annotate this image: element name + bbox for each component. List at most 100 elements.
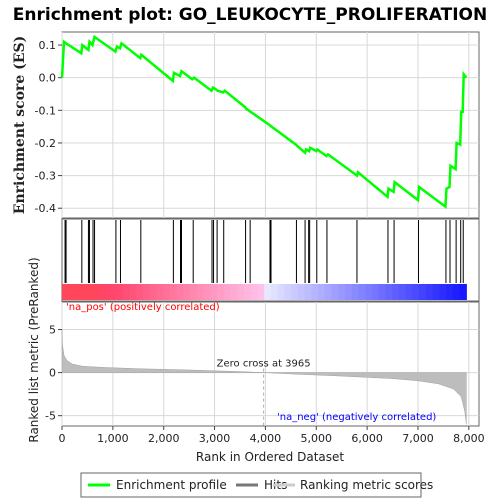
metric-ytick-label: 0 [49, 367, 56, 380]
heat-bar-segment [156, 284, 164, 300]
heat-bar-segment [62, 284, 70, 300]
heat-bar-segment [297, 284, 306, 300]
heat-bar-segment [136, 284, 144, 300]
heat-bar-segment [129, 284, 137, 300]
xticks: 0 1,000 2,000 3,000 4,000 5,000 6,000 7,000 8,00… [59, 426, 485, 445]
heat-bar-segment [398, 284, 407, 300]
heat-bar-segment [311, 284, 319, 300]
heat-bar-segment [432, 284, 440, 300]
heat-bar-segment [270, 284, 279, 300]
chart-title: Enrichment plot: GO_LEUKOCYTE_PROLIFERAT… [13, 5, 487, 25]
xtick-label: 5,000 [301, 432, 333, 445]
enrichment-profile-line [60, 34, 468, 209]
metric-panel: Zero cross at 3965 'na_pos' (positively … [27, 257, 485, 464]
metric-xlabel: Rank in Ordered Dataset [196, 450, 344, 464]
legend-metric-label: Ranking metric scores [300, 478, 433, 492]
heat-bar-segment [284, 284, 292, 300]
heat-bar-segment [210, 284, 218, 300]
es-ytick-label: 0.1 [39, 39, 57, 52]
es-panel: 0.1 0.0 -0.1 -0.2 -0.3 -0.4 Enrichment score … [12, 31, 480, 219]
heat-bar-segment [365, 284, 373, 300]
heat-bar-segment [358, 284, 366, 300]
heat-bar-segment [257, 284, 265, 300]
heat-bar-segment [223, 284, 232, 300]
heat-bar-segment [425, 284, 434, 300]
heat-bar-segment [122, 284, 130, 300]
heat-bar-segment [163, 284, 171, 300]
heat-bar-segment [88, 284, 97, 300]
es-ytick-label: -0.2 [35, 137, 56, 150]
heat-bar-segment [169, 284, 178, 300]
es-yticks: 0.1 0.0 -0.1 -0.2 -0.3 -0.4 [35, 39, 62, 215]
heat-bar-segment [324, 284, 333, 300]
legend: Enrichment profile Hits Ranking metric s… [80, 472, 433, 498]
metric-ytick-label: 5 [49, 324, 56, 337]
heat-bar-segment [385, 284, 393, 300]
heat-bar-segment [250, 284, 259, 300]
heat-bar-segment [459, 284, 467, 300]
heat-bar-segment [176, 284, 184, 300]
hit-lines [64, 220, 464, 283]
heat-bar-segment [419, 284, 427, 300]
ranking-metric-area [61, 329, 467, 425]
pos-label: 'na_pos' (positively correlated) [66, 302, 220, 313]
metric-ylabel: Ranked list metric (PreRanked) [27, 257, 41, 442]
xtick-label: 6,000 [351, 432, 383, 445]
heat-bar-segment [345, 284, 353, 300]
es-grid [61, 32, 479, 218]
heat-bar-segment [405, 284, 413, 300]
es-ytick-label: 0.0 [39, 72, 57, 85]
metric-yticks: 5 0 -5 [45, 324, 62, 423]
heat-bar-segment [237, 284, 245, 300]
xtick-label: 3,000 [199, 432, 231, 445]
xtick-label: 2,000 [148, 432, 180, 445]
xtick-label: 1,000 [97, 432, 129, 445]
neg-label: 'na_neg' (negatively correlated) [277, 412, 436, 423]
heat-bar-segment [318, 284, 326, 300]
xtick-label: 7,000 [402, 432, 434, 445]
es-ytick-label: -0.4 [35, 202, 56, 215]
heat-bar-segment [331, 284, 339, 300]
heat-bar-segment [304, 284, 312, 300]
heat-bar-segment [371, 284, 380, 300]
heat-bar-segment [102, 284, 110, 300]
heat-bar-segment [68, 284, 77, 300]
heat-bar-segment [378, 284, 387, 300]
heat-bar-segment [183, 284, 191, 300]
heat-bar-segment [392, 284, 400, 300]
legend-frame [80, 472, 422, 498]
heat-bar-segment [190, 284, 198, 300]
xtick-label: 0 [59, 432, 66, 445]
heat-bar-segment [277, 284, 285, 300]
xtick-label: 4,000 [250, 432, 282, 445]
hits-panel [61, 218, 480, 302]
metric-panel-frame [61, 301, 480, 427]
heat-bar-segment [82, 284, 90, 300]
heat-bar-segment [142, 284, 151, 300]
es-ylabel: Enrichment score (ES) [12, 36, 28, 214]
heat-bar-segment [439, 284, 447, 300]
legend-es-label: Enrichment profile [116, 478, 227, 492]
heat-bar-segment [243, 284, 252, 300]
heat-bar-segment [351, 284, 360, 300]
heat-bar-segment [149, 284, 157, 300]
heat-bar-segment [412, 284, 420, 300]
heat-bar-segment [203, 284, 211, 300]
heat-bar-segment [109, 284, 117, 300]
heat-bar-segment [264, 284, 272, 300]
heat-bar-segment [95, 284, 104, 300]
es-ytick-label: -0.3 [35, 170, 56, 183]
heat-bar-segment [115, 284, 124, 300]
metric-ytick-label: -5 [45, 410, 56, 423]
heat-bar-segment [75, 284, 83, 300]
heat-bar-segment [196, 284, 205, 300]
heat-bar-segment [446, 284, 454, 300]
heat-bar-segment [291, 284, 299, 300]
heat-bar-segment [338, 284, 346, 300]
ranking-heat-bar [62, 284, 467, 300]
es-ytick-label: -0.1 [35, 104, 56, 117]
xtick-label: 8,000 [453, 432, 485, 445]
heat-bar-segment [216, 284, 225, 300]
heat-bar-segment [230, 284, 238, 300]
